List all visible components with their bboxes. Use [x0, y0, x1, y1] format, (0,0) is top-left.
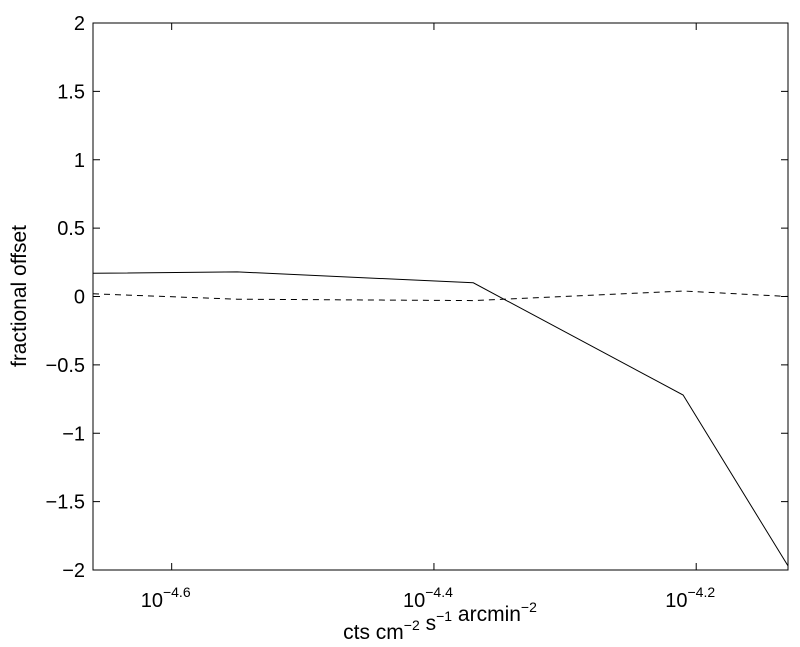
series-line-1-solid	[92, 271, 789, 567]
y-tick-label: −0.5	[46, 355, 85, 377]
y-tick-label: 1	[74, 150, 85, 172]
x-tick-label: 10−4.2	[665, 584, 715, 612]
series-line-2-dashed	[92, 290, 789, 302]
x-tick-label: 10−4.4	[403, 584, 453, 612]
y-tick-label: 0	[74, 287, 85, 309]
y-tick-label: 0.5	[57, 218, 85, 240]
y-tick-label: 1.5	[57, 81, 85, 103]
plot-area-frame	[92, 22, 789, 571]
x-axis-label: cts cm−2 s−1 arcmin−2	[343, 599, 537, 644]
y-tick-label: 2	[74, 13, 85, 35]
y-tick-label: −1.5	[46, 492, 85, 514]
x-tick-label: 10−4.6	[141, 584, 191, 612]
y-axis-label: fractional offset	[8, 225, 31, 367]
y-tick-label: −2	[62, 560, 85, 582]
y-tick-label: −1	[62, 423, 85, 445]
